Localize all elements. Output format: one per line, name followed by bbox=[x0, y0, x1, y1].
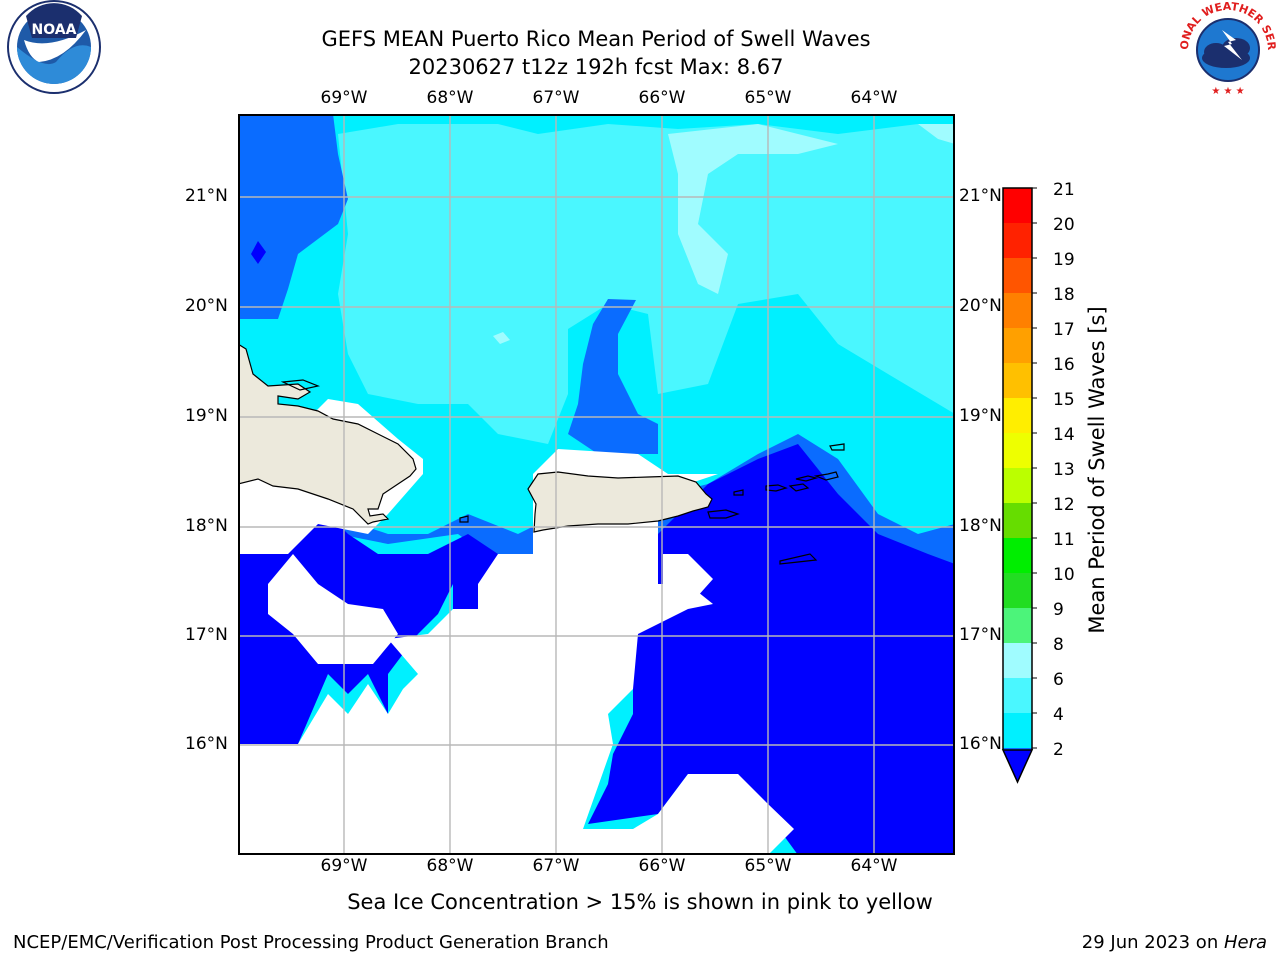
footer-date: 29 Jun 2023 on bbox=[1081, 932, 1224, 953]
colorbar-tick: 4 bbox=[1053, 705, 1064, 725]
lat-label-right: 16°N bbox=[959, 734, 1002, 754]
lon-label-top: 69°W bbox=[320, 88, 368, 108]
colorbar-tick: 20 bbox=[1053, 215, 1075, 235]
colorbar-tick: 16 bbox=[1053, 355, 1075, 375]
colorbar-tick: 10 bbox=[1053, 565, 1075, 585]
colorbar-label: Mean Period of Swell Waves [s] bbox=[1085, 306, 1109, 634]
nodata-south bbox=[238, 449, 794, 855]
map-title-line2: 20230627 t12z 192h fcst Max: 8.67 bbox=[408, 55, 784, 79]
svg-text:★ ★ ★: ★ ★ ★ bbox=[1211, 86, 1244, 97]
field-2-4-middle bbox=[568, 299, 658, 454]
lon-label-bottom: 65°W bbox=[744, 856, 792, 876]
footer-left: NCEP/EMC/Verification Post Processing Pr… bbox=[13, 932, 609, 953]
lat-label-right: 18°N bbox=[959, 516, 1002, 536]
colorbar-tick: 13 bbox=[1053, 460, 1075, 480]
noaa-logo: NOAA bbox=[4, 0, 104, 100]
lat-label-right: 19°N bbox=[959, 406, 1002, 426]
lon-label-top: 68°W bbox=[426, 88, 474, 108]
nws-logo: NATIONAL WEATHER SERVICE ★ ★ ★ bbox=[1173, 0, 1278, 102]
footer-machine: Hera bbox=[1223, 932, 1267, 953]
lat-label-right: 20°N bbox=[959, 296, 1002, 316]
colorbar-tick: 21 bbox=[1053, 180, 1075, 200]
colorbar-tick: 6 bbox=[1053, 670, 1064, 690]
lon-label-bottom: 68°W bbox=[426, 856, 474, 876]
lat-label-left: 21°N bbox=[185, 186, 228, 206]
lon-label-top: 65°W bbox=[744, 88, 792, 108]
colorbar-tick: 8 bbox=[1053, 635, 1064, 655]
colorbar-tick: 15 bbox=[1053, 390, 1075, 410]
lon-label-bottom: 64°W bbox=[850, 856, 898, 876]
map-title-line1: GEFS MEAN Puerto Rico Mean Period of Swe… bbox=[321, 27, 871, 51]
colorbar bbox=[1001, 187, 1037, 784]
sea-ice-note: Sea Ice Concentration > 15% is shown in … bbox=[347, 890, 933, 914]
colorbar-tick: 18 bbox=[1053, 285, 1075, 305]
lat-label-left: 17°N bbox=[185, 625, 228, 645]
colorbar-tick: 9 bbox=[1053, 600, 1064, 620]
lon-label-top: 67°W bbox=[532, 88, 580, 108]
lat-label-right: 21°N bbox=[959, 186, 1002, 206]
colorbar-tick: 2 bbox=[1053, 740, 1064, 760]
footer-right: 29 Jun 2023 on Hera bbox=[1082, 932, 1267, 953]
lon-label-top: 66°W bbox=[638, 88, 686, 108]
colorbar-tick: 17 bbox=[1053, 320, 1075, 340]
colorbar-tick: 19 bbox=[1053, 250, 1075, 270]
map-frame bbox=[238, 114, 955, 855]
lat-label-left: 18°N bbox=[185, 516, 228, 536]
lat-label-left: 20°N bbox=[185, 296, 228, 316]
lat-label-left: 19°N bbox=[185, 406, 228, 426]
lon-label-top: 64°W bbox=[850, 88, 898, 108]
lon-label-bottom: 69°W bbox=[320, 856, 368, 876]
field-6-8 bbox=[338, 124, 955, 444]
colorbar-tick: 12 bbox=[1053, 495, 1075, 515]
colorbar-tick: 14 bbox=[1053, 425, 1075, 445]
field-8-9 bbox=[668, 124, 838, 294]
hispaniola-land bbox=[238, 343, 417, 525]
puerto-rico-land bbox=[527, 471, 713, 533]
svg-text:NOAA: NOAA bbox=[32, 22, 77, 38]
field-2-4-west bbox=[238, 114, 348, 319]
lat-label-left: 16°N bbox=[185, 734, 228, 754]
swell-period-map bbox=[238, 114, 955, 855]
map-gridlines bbox=[238, 114, 955, 855]
lat-label-right: 17°N bbox=[959, 625, 1002, 645]
lon-label-bottom: 67°W bbox=[532, 856, 580, 876]
colorbar-tick: 11 bbox=[1053, 530, 1075, 550]
lon-label-bottom: 66°W bbox=[638, 856, 686, 876]
